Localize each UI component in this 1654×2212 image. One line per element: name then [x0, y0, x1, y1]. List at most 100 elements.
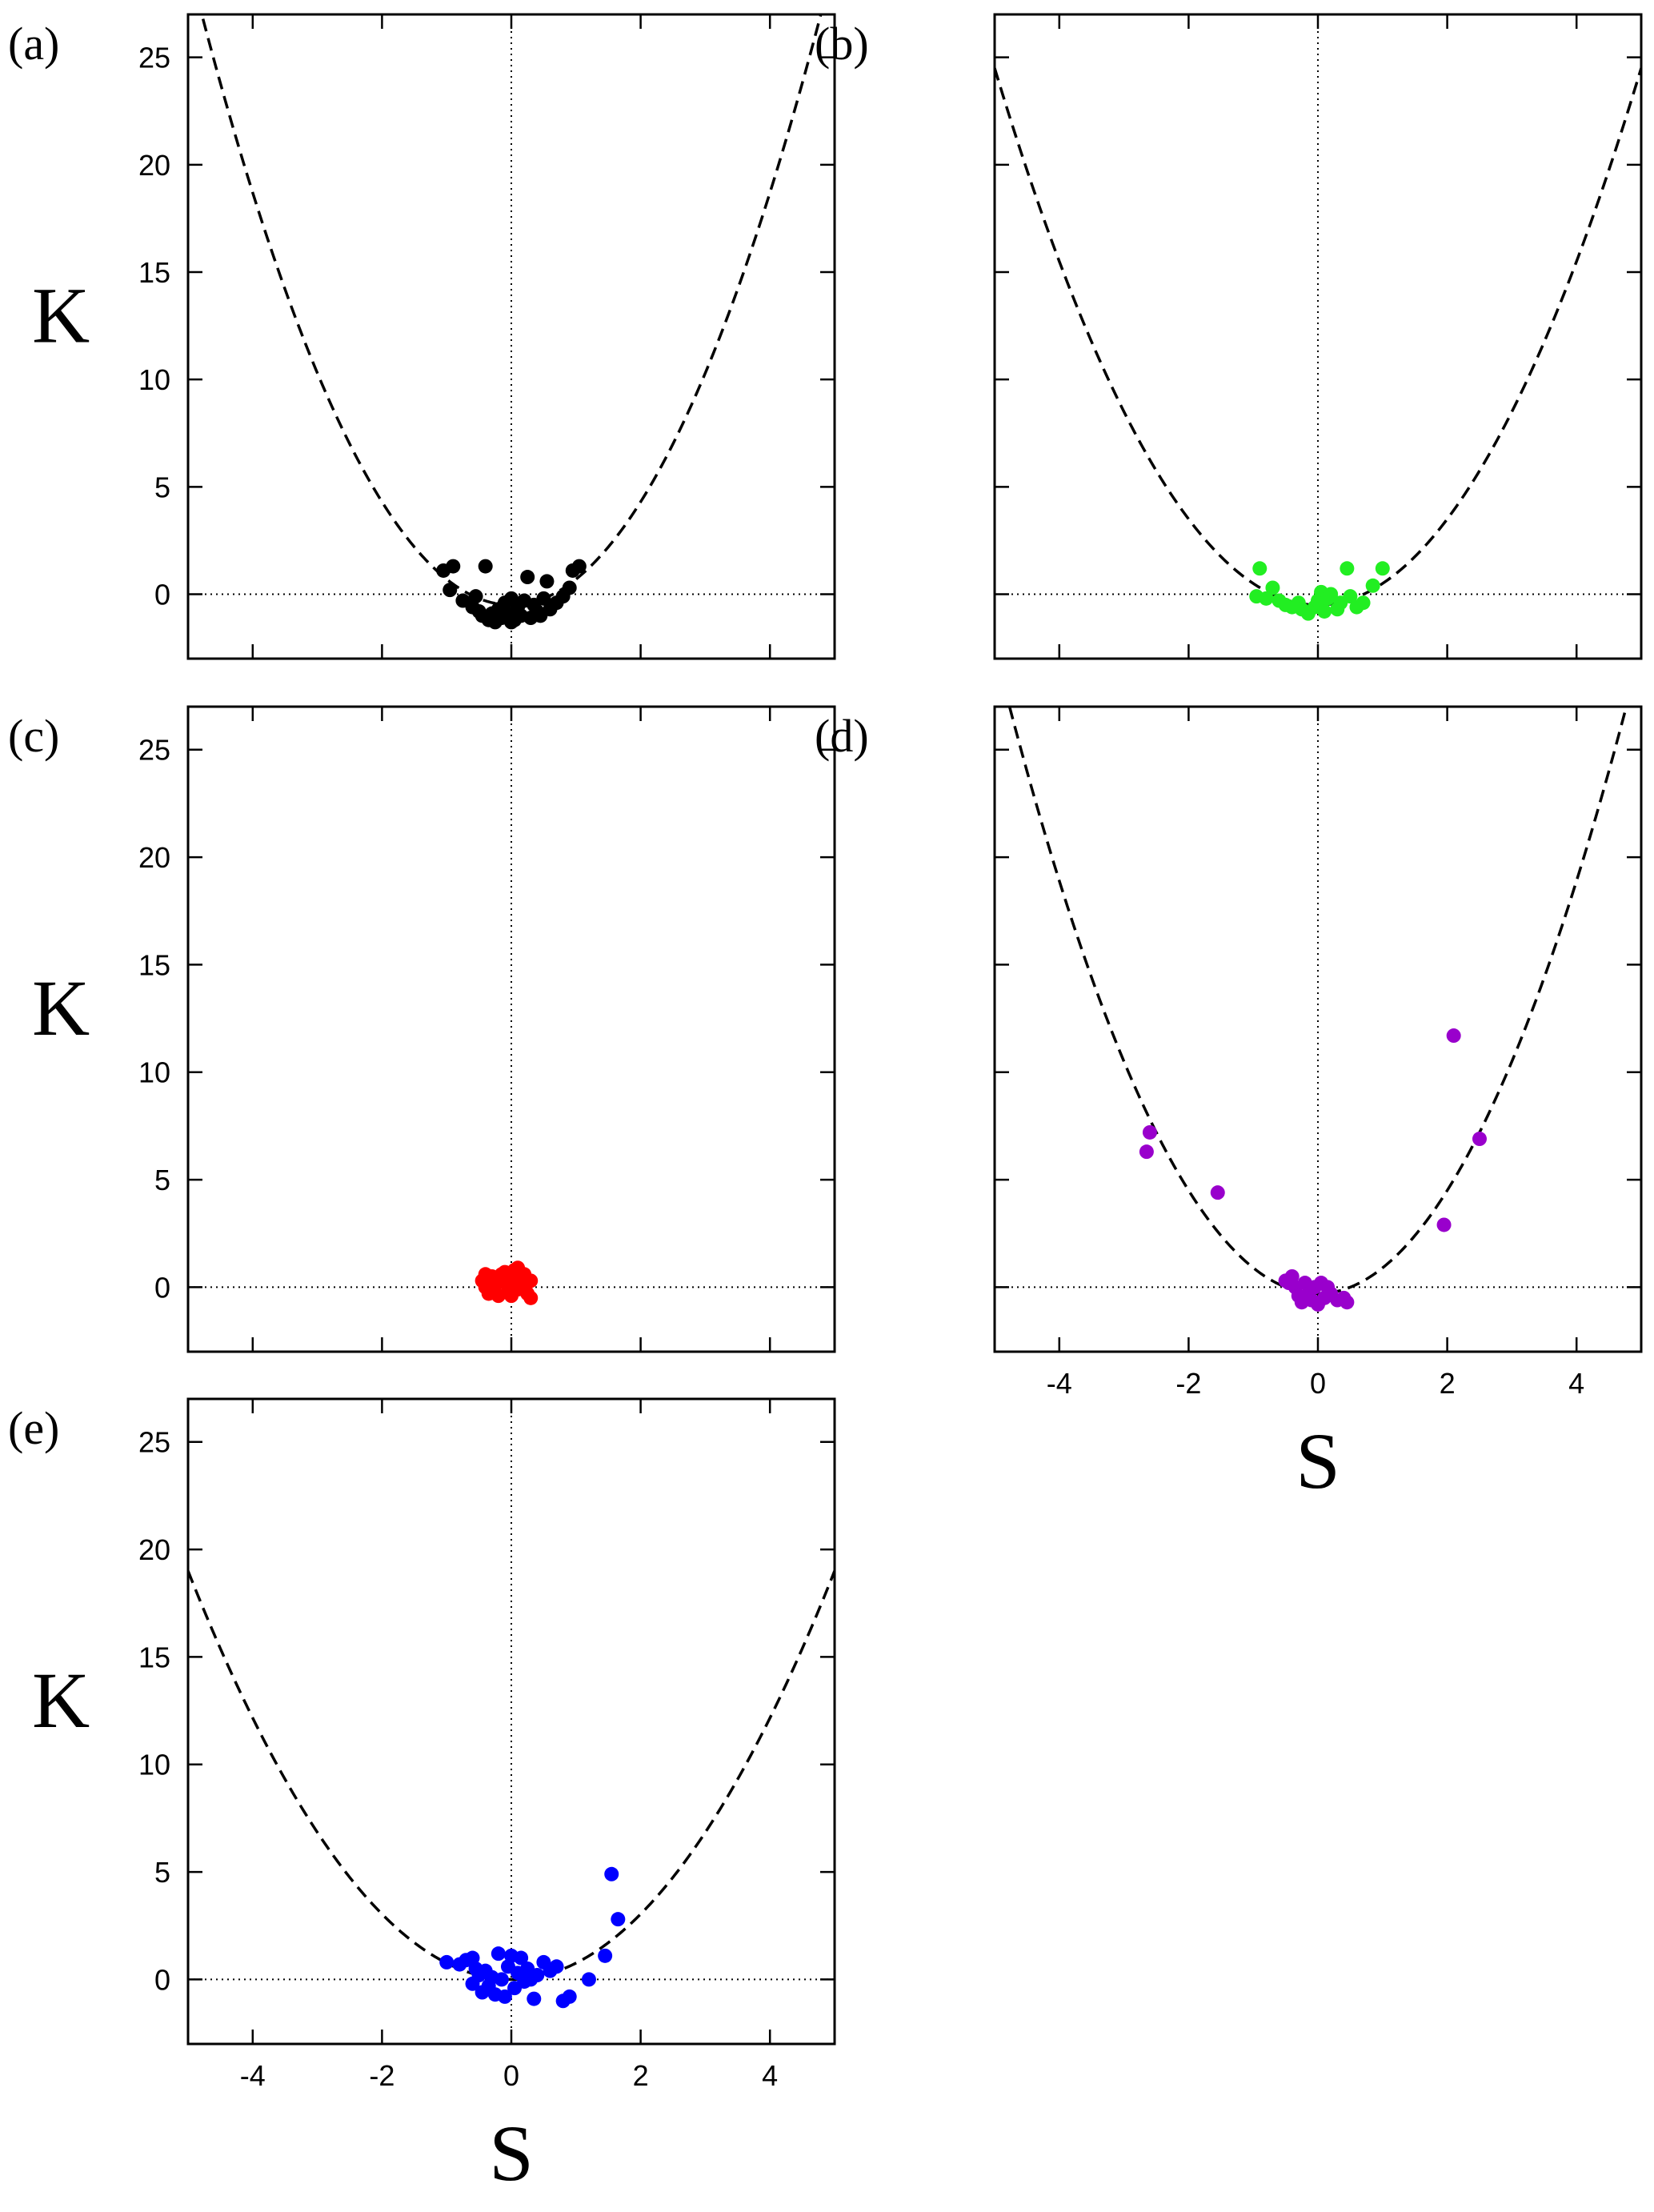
data-point — [527, 1991, 542, 2006]
panel-label: (b) — [815, 18, 869, 70]
data-point — [571, 559, 587, 574]
panel-label: (d) — [815, 710, 869, 762]
data-point — [581, 1972, 596, 1987]
data-point — [478, 559, 493, 574]
data-point — [611, 1912, 626, 1927]
data-point — [562, 580, 577, 595]
parabola-curve — [188, 1570, 835, 1982]
plot-frame — [993, 705, 1643, 1353]
y-tick-label: 5 — [154, 1856, 170, 1889]
data-point — [1340, 561, 1355, 576]
y-tick-label: 5 — [154, 1164, 170, 1196]
data-point — [1252, 561, 1268, 576]
data-point — [507, 1277, 523, 1292]
data-point — [1210, 1185, 1225, 1200]
data-point — [1472, 1132, 1487, 1147]
data-point — [562, 1989, 577, 2004]
y-axis-title: K — [32, 1656, 90, 1745]
data-point — [523, 1290, 539, 1305]
y-tick-label: 20 — [138, 149, 170, 182]
plot-frame — [993, 13, 1643, 660]
data-point — [1265, 580, 1280, 595]
data-point — [1142, 1124, 1157, 1140]
data-point — [1343, 589, 1358, 604]
y-tick-label: 0 — [154, 1963, 170, 1996]
x-tick-label: 0 — [1310, 1367, 1326, 1400]
data-point — [1356, 595, 1371, 611]
y-tick-label: 25 — [138, 734, 170, 767]
data-point — [491, 1946, 506, 1962]
parabola-curve — [1007, 707, 1628, 1296]
data-point — [1436, 1217, 1452, 1232]
y-tick-label: 25 — [138, 1426, 170, 1459]
x-axis-title: S — [489, 2109, 534, 2198]
scatter-series — [475, 1260, 539, 1305]
panel-label: (a) — [8, 18, 59, 70]
panel-label: (e) — [8, 1402, 59, 1454]
data-point — [1375, 561, 1390, 576]
data-point — [497, 1264, 512, 1280]
panel-a: 0 5 10 15 20 25 (a) K — [8, 13, 836, 660]
y-tick-label: 10 — [138, 1056, 170, 1089]
x-tick-label: -2 — [369, 2059, 394, 2092]
panel-label: (c) — [8, 710, 59, 762]
panel-b: (b) — [815, 13, 1643, 660]
data-point — [465, 1976, 480, 1991]
data-point — [536, 591, 551, 606]
data-point — [549, 1959, 564, 1974]
data-point — [1365, 578, 1380, 593]
data-point — [446, 559, 461, 574]
data-point — [533, 608, 548, 623]
x-tick-label: -4 — [1047, 1367, 1072, 1400]
scatter-series — [1139, 1028, 1487, 1312]
y-tick-label: 15 — [138, 1641, 170, 1673]
data-point — [1446, 1028, 1461, 1044]
panel-d: -4 -2 0 2 4 (d) S — [815, 705, 1643, 1505]
data-point — [494, 1972, 509, 1987]
parabola-curve — [995, 67, 1641, 607]
panel-c: 0 5 10 15 20 25 (c) K — [8, 705, 836, 1353]
x-tick-label: -4 — [240, 2059, 266, 2092]
y-tick-label: 15 — [138, 256, 170, 289]
y-tick-label: 0 — [154, 579, 170, 611]
y-axis-title: K — [32, 964, 90, 1052]
y-tick-label: 0 — [154, 1271, 170, 1304]
data-point — [530, 1968, 545, 1983]
y-tick-label: 10 — [138, 1749, 170, 1781]
x-axis-title: S — [1296, 1417, 1340, 1505]
y-tick-label: 20 — [138, 1533, 170, 1566]
data-point — [514, 1950, 529, 1966]
data-point — [468, 589, 483, 604]
data-point — [598, 1948, 613, 1963]
y-tick-label: 20 — [138, 841, 170, 874]
data-point — [1340, 1295, 1355, 1310]
x-tick-label: -2 — [1175, 1367, 1201, 1400]
data-point — [1324, 587, 1339, 602]
data-point — [497, 1989, 512, 2004]
y-tick-label: 5 — [154, 471, 170, 503]
data-point — [504, 615, 519, 630]
data-point — [443, 583, 458, 598]
data-point — [439, 1954, 455, 1970]
scatter-series — [1249, 561, 1390, 621]
plot-frame — [186, 1397, 836, 2046]
scatter-series — [436, 559, 587, 630]
plot-frame — [186, 705, 836, 1353]
data-point — [539, 574, 555, 589]
x-tick-label: 4 — [762, 2059, 778, 2092]
panel-e: -4 -2 0 2 4 0 5 10 15 20 25 (e) K S — [8, 1397, 836, 2198]
y-axis-title: K — [32, 271, 90, 360]
data-point — [520, 570, 535, 585]
y-tick-label: 10 — [138, 363, 170, 396]
data-point — [1281, 1276, 1296, 1291]
plot-frame — [186, 13, 836, 660]
x-tick-label: 0 — [503, 2059, 519, 2092]
data-point — [1317, 603, 1332, 619]
data-point — [1139, 1144, 1154, 1160]
x-tick-label: 2 — [633, 2059, 649, 2092]
data-point — [520, 1276, 535, 1291]
data-point — [478, 1267, 493, 1282]
scatter-series — [439, 1866, 626, 2009]
data-point — [604, 1866, 619, 1881]
